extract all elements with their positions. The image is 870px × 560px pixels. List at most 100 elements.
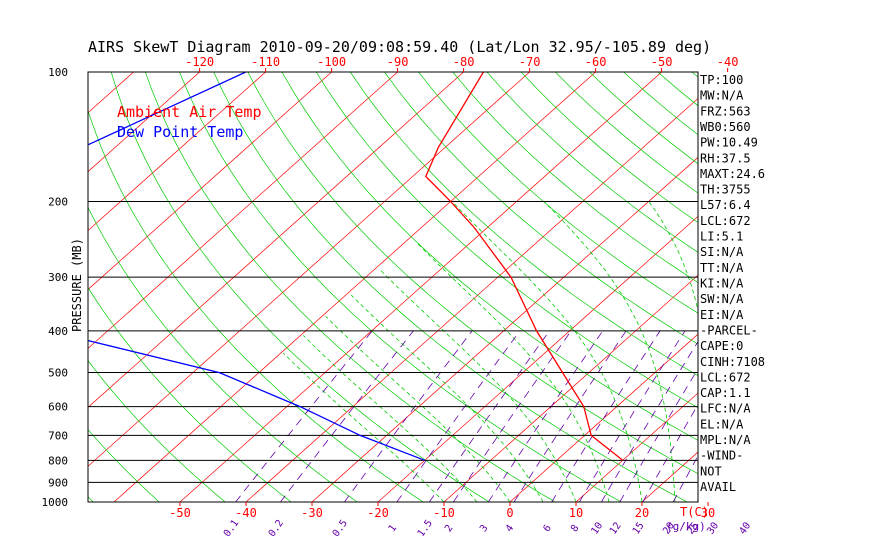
plot-frame xyxy=(87,71,699,503)
side-panel-entry: PW:10.49 xyxy=(700,136,758,150)
temperature-axis-label: T(C) xyxy=(680,505,709,519)
isotherm-line xyxy=(840,72,870,502)
side-panel-entry: L57:6.4 xyxy=(700,198,751,212)
top-temp-tick-label: -50 xyxy=(651,55,673,69)
dry-adiabat-line xyxy=(88,429,160,502)
side-panel-entry: LCL:672 xyxy=(700,370,751,384)
chart-title: AIRS SkewT Diagram 2010-09-20/09:08:59.4… xyxy=(88,38,711,56)
dry-adiabat-line xyxy=(110,72,490,502)
mixing-ratio-tick-label: 1 xyxy=(387,523,399,534)
isotherm-line xyxy=(311,156,698,502)
isotherm-line xyxy=(509,333,698,502)
pressure-tick-label: 200 xyxy=(48,195,68,208)
top-temp-tick-label: -60 xyxy=(585,55,607,69)
isotherm-line xyxy=(443,274,698,502)
side-panel-entry: TP:100 xyxy=(700,73,743,87)
moist-adiabat-line xyxy=(543,201,676,502)
isotherm-line xyxy=(88,72,200,173)
mixing-ratio-unit-label: (g/kg) xyxy=(666,520,706,533)
mixing-ratio-tick-label: 0.2 xyxy=(267,518,286,539)
bottom-temp-tick-label: 20 xyxy=(635,506,649,520)
bottom-temp-tick-label: -50 xyxy=(169,506,191,520)
mixing-ratio-tick-label: 4 xyxy=(504,523,516,534)
dry-adiabat-line xyxy=(384,72,698,345)
side-panel-entry: CAPE:0 xyxy=(700,339,743,353)
mixing-ratio-tick-label: 30 xyxy=(705,520,721,536)
bottom-temp-tick-label: 30 xyxy=(701,506,715,520)
isotherm-line xyxy=(88,72,530,467)
dry-adiabat-line xyxy=(829,72,870,502)
side-panel-entry: -PARCEL- xyxy=(700,323,758,337)
legend-ambient-air-temp: Ambient Air Temp xyxy=(117,103,262,121)
mixing-ratio-line xyxy=(280,330,414,502)
moist-adiabat-line xyxy=(774,201,821,502)
mixing-ratio-tick-label: 8 xyxy=(569,523,581,534)
pressure-lines xyxy=(88,200,698,483)
mixing-ratio-line xyxy=(487,330,604,502)
mixing-ratio-tick-labels: 0.1 0.2 0.5 1 1.5 2 3 4 6 8 10 12 15 20 25 30 40(g/kg) xyxy=(222,518,753,539)
pressure-tick-label: 1000 xyxy=(42,496,69,509)
dry-adiabat-line xyxy=(486,72,698,253)
mixing-ratio-tick-label: 40 xyxy=(737,520,753,536)
mixing-ratio-line xyxy=(429,330,550,502)
top-temp-tick-label: -40 xyxy=(717,55,739,69)
side-panel-entry: EI:N/A xyxy=(700,308,744,322)
top-temp-tick-label: -80 xyxy=(453,55,475,69)
bottom-temp-tick-label: -10 xyxy=(433,506,455,520)
side-panel-entry: FRZ:563 xyxy=(700,104,751,118)
isotherm-line xyxy=(377,215,698,502)
dry-adiabat-line xyxy=(144,72,556,502)
dry-adiabat-line xyxy=(88,109,424,502)
top-temp-tick-label: -100 xyxy=(317,55,346,69)
pressure-tick-label: 900 xyxy=(48,476,68,489)
side-panel-entry: -WIND- xyxy=(700,449,743,463)
side-panel-entry: MW:N/A xyxy=(700,89,744,103)
dry-adiabat-line xyxy=(350,72,698,377)
pressure-tick-labels: 100 200 300 400 500 600 700 800 900 1000 xyxy=(42,66,69,509)
dry-adiabat-line xyxy=(247,72,698,474)
side-panel-entry: SW:N/A xyxy=(700,292,744,306)
dry-adiabat-line xyxy=(657,72,698,107)
side-panel-entry: NOT xyxy=(700,464,722,478)
dry-adiabat-line xyxy=(88,286,292,502)
bottom-temp-tick-label: 0 xyxy=(506,506,513,520)
moist-adiabat-line xyxy=(380,270,577,502)
pressure-tick-label: 800 xyxy=(48,454,68,467)
top-temp-tick-label: -90 xyxy=(387,55,409,69)
mixing-ratio-tick-label: 12 xyxy=(608,520,624,536)
isotherm-line xyxy=(88,72,332,290)
mixing-ratio-tick-label: 0.5 xyxy=(331,518,350,539)
pressure-tick-label: 500 xyxy=(48,367,68,380)
dry-adiabat-line xyxy=(213,72,688,502)
dry-adiabat-line xyxy=(281,72,698,441)
legend-dew-point-temp: Dew Point Temp xyxy=(117,123,243,141)
mixing-ratio-line xyxy=(601,340,698,502)
mixing-ratio-tick-label: 10 xyxy=(589,520,605,536)
isotherm-line xyxy=(575,392,698,502)
pressure-tick-label: 600 xyxy=(48,401,68,414)
isotherm-line xyxy=(774,72,870,502)
mixing-ratio-tick-label: 0.1 xyxy=(222,518,241,539)
bottom-temperature-tick-labels: -50 -40 -30 -20 -10 0 10 20 30T(C) xyxy=(169,502,715,520)
mixing-ratio-line xyxy=(513,330,627,502)
side-panel-entry: AVAIL xyxy=(700,480,736,494)
side-panel-entry: LCL:672 xyxy=(700,214,751,228)
side-panel-entry: TT:N/A xyxy=(700,261,744,275)
side-panel-entry: MAXT:24.6 xyxy=(700,167,765,181)
plot-border xyxy=(87,71,699,503)
bottom-temp-tick-label: 10 xyxy=(569,506,583,520)
bottom-temp-tick-label: -30 xyxy=(301,506,323,520)
ambient-air-temp-line xyxy=(425,72,624,461)
mixing-ratio-tick-label: 3 xyxy=(478,523,490,534)
side-panel-entry: CAP:1.1 xyxy=(700,386,751,400)
mixing-ratio-tick-label: 1.5 xyxy=(416,518,435,539)
isotherm-line xyxy=(113,72,596,502)
pressure-tick-label: 400 xyxy=(48,325,68,338)
side-panel-entry: TH:3755 xyxy=(700,183,751,197)
dry-adiabat-line xyxy=(760,72,870,502)
side-panel-entry: EL:N/A xyxy=(700,417,744,431)
dry-adiabat-line xyxy=(88,360,226,502)
top-temp-tick-label: -70 xyxy=(519,55,541,69)
